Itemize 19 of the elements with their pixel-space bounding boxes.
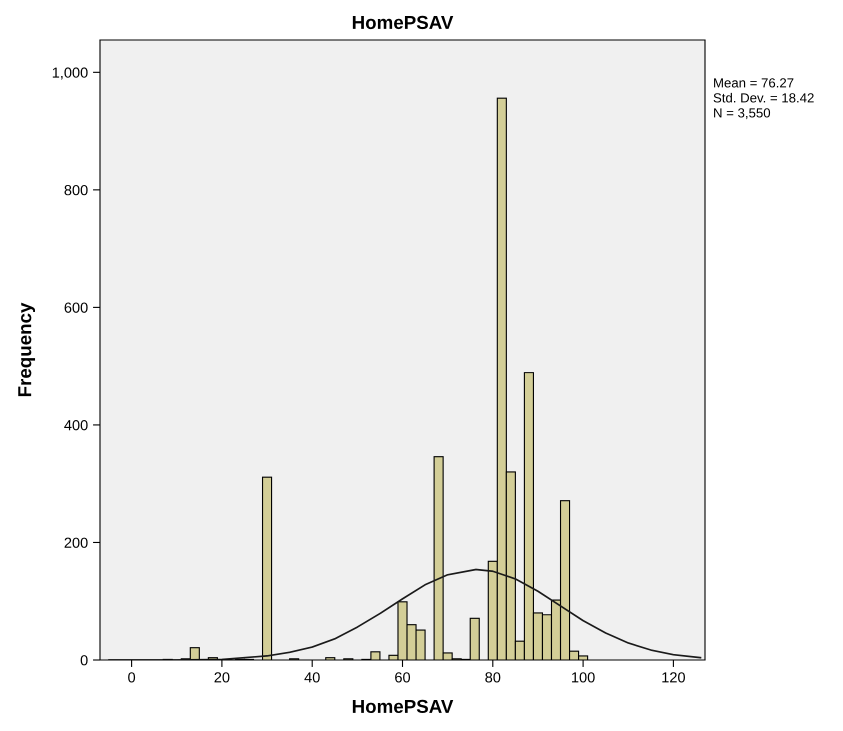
text: Mean = 76.27 xyxy=(714,78,794,88)
y-tick-label: 600 xyxy=(64,302,88,313)
y-axis-title: Frequency xyxy=(18,302,36,396)
x-tick-label: 60 xyxy=(395,672,410,683)
x-tick-label: 100 xyxy=(572,672,595,683)
text: N = 3,550 xyxy=(714,108,770,120)
x-axis-title: HomePSAV xyxy=(352,700,454,714)
x-tick-label: 120 xyxy=(662,672,685,683)
y-tick-label: 400 xyxy=(64,420,88,430)
chart-title: HomePSAV xyxy=(352,16,454,30)
x-tick-label: 80 xyxy=(485,672,500,683)
y-tick-label: 200 xyxy=(64,538,88,548)
x-tick-label: 40 xyxy=(304,672,320,683)
y-tick-label: 1,000 xyxy=(52,67,88,80)
y-tick-label: 800 xyxy=(64,184,88,196)
text: Std. Dev. = 18.42 xyxy=(714,92,814,103)
y-tick-label: 0 xyxy=(80,655,88,666)
x-tick-label: 20 xyxy=(214,672,230,683)
x-tick-label: 0 xyxy=(128,672,136,683)
